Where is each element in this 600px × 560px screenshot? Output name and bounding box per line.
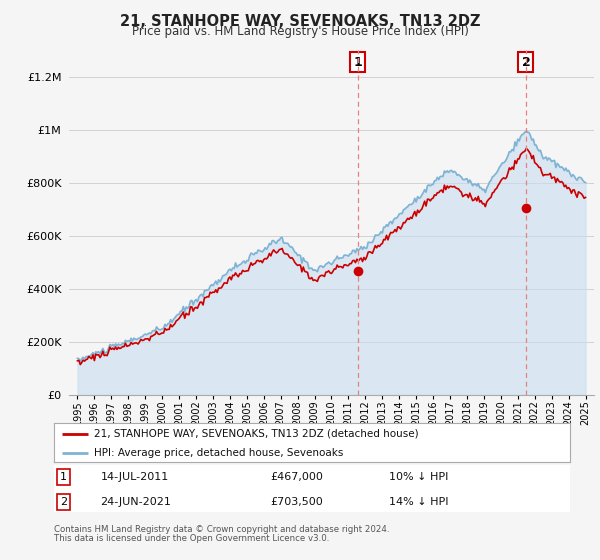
Text: 21, STANHOPE WAY, SEVENOAKS, TN13 2DZ (detached house): 21, STANHOPE WAY, SEVENOAKS, TN13 2DZ (d… [94, 429, 419, 439]
Text: 14% ↓ HPI: 14% ↓ HPI [389, 497, 449, 507]
Text: £467,000: £467,000 [271, 472, 323, 482]
Text: HPI: Average price, detached house, Sevenoaks: HPI: Average price, detached house, Seve… [94, 449, 344, 459]
Text: Contains HM Land Registry data © Crown copyright and database right 2024.: Contains HM Land Registry data © Crown c… [54, 525, 389, 534]
Text: Price paid vs. HM Land Registry's House Price Index (HPI): Price paid vs. HM Land Registry's House … [131, 25, 469, 38]
Text: This data is licensed under the Open Government Licence v3.0.: This data is licensed under the Open Gov… [54, 534, 329, 543]
Text: 1: 1 [60, 472, 67, 482]
Text: 21, STANHOPE WAY, SEVENOAKS, TN13 2DZ: 21, STANHOPE WAY, SEVENOAKS, TN13 2DZ [120, 14, 480, 29]
Text: 2: 2 [521, 55, 530, 68]
Text: 2: 2 [60, 497, 67, 507]
Text: 1: 1 [353, 55, 362, 68]
Text: 14-JUL-2011: 14-JUL-2011 [100, 472, 169, 482]
Text: 10% ↓ HPI: 10% ↓ HPI [389, 472, 449, 482]
Text: £703,500: £703,500 [271, 497, 323, 507]
Text: 24-JUN-2021: 24-JUN-2021 [100, 497, 172, 507]
